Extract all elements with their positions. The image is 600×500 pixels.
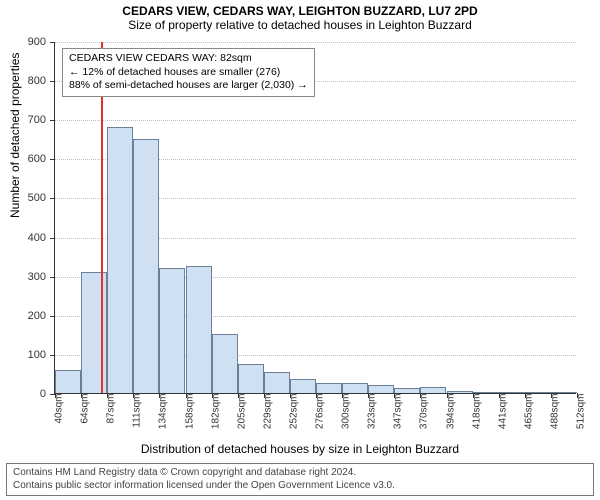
- ytick-mark: [50, 238, 55, 239]
- xtick-label: 64sqm: [80, 394, 91, 424]
- xtick-label: 370sqm: [419, 394, 430, 430]
- chart-title: CEDARS VIEW, CEDARS WAY, LEIGHTON BUZZAR…: [0, 0, 600, 18]
- ytick-label: 100: [0, 349, 46, 361]
- xtick-label: 394sqm: [445, 394, 456, 430]
- ytick-mark: [50, 316, 55, 317]
- ytick-label: 0: [0, 388, 46, 400]
- histogram-bar: [107, 127, 133, 393]
- ytick-mark: [50, 120, 55, 121]
- x-axis-label: Distribution of detached houses by size …: [0, 442, 600, 456]
- histogram-bar: [238, 364, 264, 393]
- ytick-label: 200: [0, 310, 46, 322]
- histogram-bar: [290, 379, 316, 393]
- xtick-label: 441sqm: [497, 394, 508, 430]
- annotation-line-3: 88% of semi-detached houses are larger (…: [69, 79, 308, 93]
- histogram-bar: [186, 266, 212, 393]
- histogram-bar: [55, 370, 81, 393]
- ytick-mark: [50, 355, 55, 356]
- ytick-label: 500: [0, 192, 46, 204]
- ytick-label: 800: [0, 75, 46, 87]
- histogram-bar: [212, 334, 238, 393]
- xtick-label: 300sqm: [341, 394, 352, 430]
- xtick-label: 40sqm: [54, 394, 65, 424]
- histogram-bar: [264, 372, 290, 394]
- ytick-mark: [50, 42, 55, 43]
- histogram-bar: [159, 268, 185, 393]
- xtick-label: 87sqm: [106, 394, 117, 424]
- xtick-label: 205sqm: [236, 394, 247, 430]
- xtick-label: 488sqm: [549, 394, 560, 430]
- ytick-label: 900: [0, 36, 46, 48]
- xtick-label: 418sqm: [471, 394, 482, 430]
- footer-line-2: Contains public sector information licen…: [13, 480, 587, 493]
- xtick-label: 323sqm: [367, 394, 378, 430]
- footer-attribution: Contains HM Land Registry data © Crown c…: [6, 463, 594, 496]
- annotation-line-1: CEDARS VIEW CEDARS WAY: 82sqm: [69, 52, 308, 66]
- histogram-bar: [394, 388, 420, 393]
- xtick-label: 276sqm: [315, 394, 326, 430]
- xtick-label: 229sqm: [262, 394, 273, 430]
- histogram-bar: [133, 139, 159, 393]
- gridline: [55, 120, 576, 121]
- xtick-label: 111sqm: [132, 394, 143, 428]
- ytick-mark: [50, 81, 55, 82]
- chart-area: 40sqm64sqm87sqm111sqm134sqm158sqm182sqm2…: [54, 42, 576, 394]
- ytick-mark: [50, 277, 55, 278]
- ytick-label: 300: [0, 271, 46, 283]
- chart-subtitle: Size of property relative to detached ho…: [0, 18, 600, 34]
- ytick-mark: [50, 159, 55, 160]
- footer-line-1: Contains HM Land Registry data © Crown c…: [13, 467, 587, 480]
- annotation-line-2: ← 12% of detached houses are smaller (27…: [69, 66, 308, 80]
- histogram-bar: [316, 383, 342, 393]
- histogram-bar: [368, 385, 394, 393]
- annotation-box: CEDARS VIEW CEDARS WAY: 82sqm ← 12% of d…: [62, 48, 315, 97]
- histogram-bar: [342, 383, 368, 393]
- xtick-label: 134sqm: [158, 394, 169, 430]
- xtick-label: 158sqm: [184, 394, 195, 430]
- xtick-label: 252sqm: [288, 394, 299, 430]
- ytick-label: 700: [0, 114, 46, 126]
- gridline: [55, 42, 576, 43]
- xtick-label: 465sqm: [523, 394, 534, 430]
- histogram-bar: [420, 387, 446, 393]
- ytick-label: 600: [0, 153, 46, 165]
- xtick-label: 347sqm: [393, 394, 404, 430]
- xtick-label: 512sqm: [576, 394, 587, 430]
- ytick-label: 400: [0, 232, 46, 244]
- ytick-mark: [50, 198, 55, 199]
- xtick-label: 182sqm: [210, 394, 221, 430]
